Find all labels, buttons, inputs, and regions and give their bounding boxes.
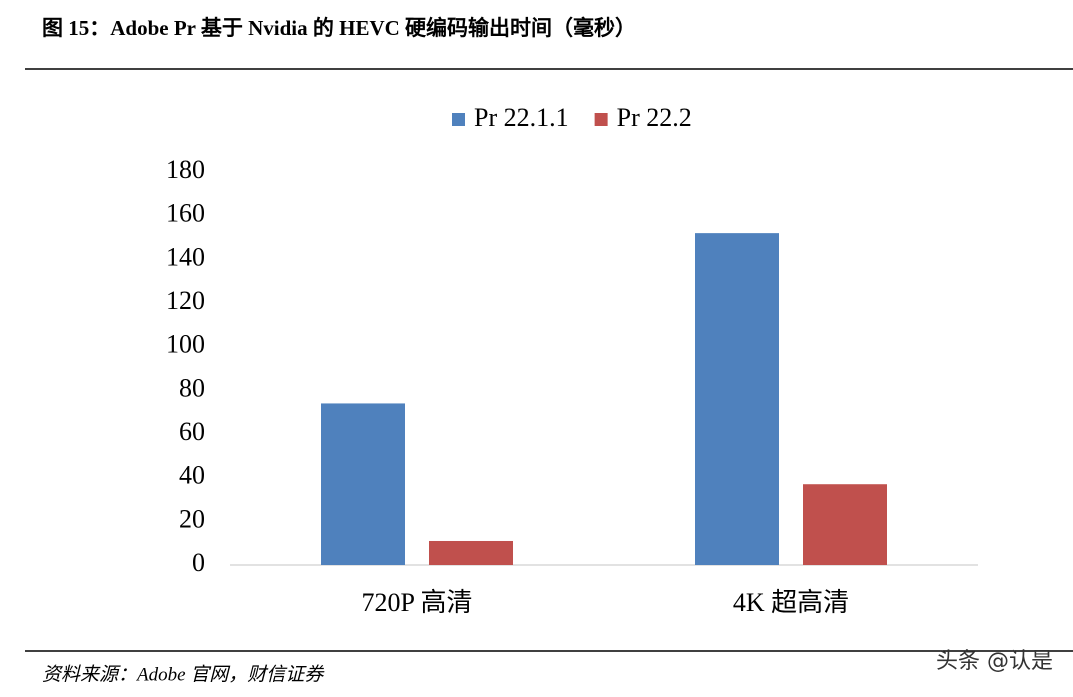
y-tick-label: 0 — [192, 548, 205, 577]
legend-swatch — [594, 113, 608, 126]
x-tick-label: 720P 高清 — [362, 588, 473, 617]
source: 资料来源：Adobe 官网，财信证券 — [42, 663, 325, 685]
bar — [803, 484, 887, 565]
legend-label: Pr 22.2 — [617, 103, 692, 132]
y-tick-label: 160 — [166, 199, 205, 228]
chart-title: 图 15：Adobe Pr 基于 Nvidia 的 HEVC 硬编码输出时间（毫… — [42, 16, 636, 40]
bar — [429, 540, 513, 565]
y-tick-label: 40 — [179, 461, 205, 490]
y-tick-label: 80 — [179, 373, 205, 402]
y-tick-label: 120 — [166, 286, 205, 315]
legend-label: Pr 22.1.1 — [474, 103, 569, 132]
watermark: 头条 @认是 — [936, 649, 1053, 674]
y-tick-label: 100 — [166, 330, 205, 359]
legend-swatch — [452, 113, 465, 126]
y-tick-label: 60 — [179, 417, 205, 446]
bar — [695, 233, 779, 565]
y-tick-label: 20 — [179, 504, 205, 533]
y-tick-label: 140 — [166, 242, 205, 271]
x-tick-label: 4K 超高清 — [733, 588, 849, 617]
bar — [321, 403, 405, 565]
y-tick-label: 180 — [166, 155, 205, 184]
